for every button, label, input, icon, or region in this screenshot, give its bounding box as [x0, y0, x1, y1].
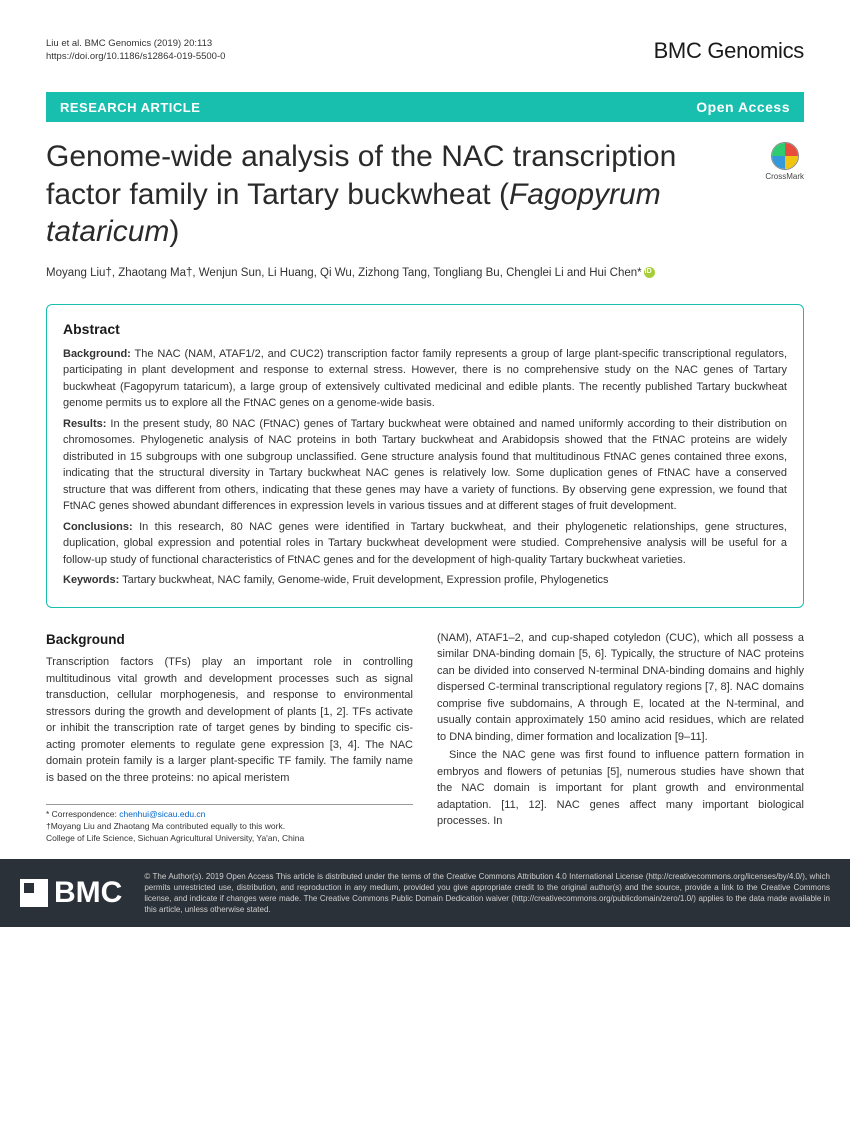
corr-contrib: †Moyang Liu and Zhaotang Ma contributed … [46, 821, 413, 833]
license-text: © The Author(s). 2019 Open Access This a… [144, 871, 830, 916]
crossmark-label: CrossMark [765, 172, 804, 181]
crossmark-icon [771, 142, 799, 170]
author-list: Moyang Liu†, Zhaotang Ma†, Wenjun Sun, L… [46, 265, 804, 282]
abstract-keywords: Keywords: Tartary buckwheat, NAC family,… [63, 572, 787, 589]
column-right: (NAM), ATAF1–2, and cup-shaped cotyledon… [437, 630, 804, 845]
column-left: Background Transcription factors (TFs) p… [46, 630, 413, 845]
correspondence-block: * Correspondence: chenhui@sicau.edu.cn †… [46, 804, 413, 845]
corr-email: * Correspondence: chenhui@sicau.edu.cn [46, 809, 413, 821]
bmc-logo-text: BMC [54, 872, 122, 914]
article-type-banner: RESEARCH ARTICLE Open Access [46, 92, 804, 122]
body-para-1: Transcription factors (TFs) play an impo… [46, 654, 413, 786]
orcid-icon[interactable] [644, 267, 655, 278]
article-type-label: RESEARCH ARTICLE [60, 100, 200, 115]
body-para-2: (NAM), ATAF1–2, and cup-shaped cotyledon… [437, 630, 804, 746]
abstract-background: Background: The NAC (NAM, ATAF1/2, and C… [63, 346, 787, 412]
bmc-logo-icon [20, 879, 48, 907]
abstract-conclusions: Conclusions: In this research, 80 NAC ge… [63, 519, 787, 569]
abstract-box: Abstract Background: The NAC (NAM, ATAF1… [46, 304, 804, 608]
abstract-heading: Abstract [63, 319, 787, 340]
body-columns: Background Transcription factors (TFs) p… [46, 630, 804, 845]
citation-line1: Liu et al. BMC Genomics (2019) 20:113 [46, 38, 225, 51]
article-title: Genome-wide analysis of the NAC transcri… [46, 138, 753, 251]
crossmark-badge[interactable]: CrossMark [765, 142, 804, 181]
open-access-label: Open Access [696, 99, 790, 115]
citation-doi: https://doi.org/10.1186/s12864-019-5500-… [46, 51, 225, 64]
background-heading: Background [46, 630, 413, 650]
journal-logo: BMC Genomics [654, 38, 804, 64]
header-row: Liu et al. BMC Genomics (2019) 20:113 ht… [46, 38, 804, 64]
corr-affil: College of Life Science, Sichuan Agricul… [46, 833, 413, 845]
abstract-results: Results: In the present study, 80 NAC (F… [63, 416, 787, 515]
bmc-logo: BMC [20, 872, 122, 914]
license-footer: BMC © The Author(s). 2019 Open Access Th… [0, 859, 850, 928]
citation: Liu et al. BMC Genomics (2019) 20:113 ht… [46, 38, 225, 64]
corr-email-link[interactable]: chenhui@sicau.edu.cn [119, 809, 205, 819]
body-para-3: Since the NAC gene was first found to in… [437, 747, 804, 830]
